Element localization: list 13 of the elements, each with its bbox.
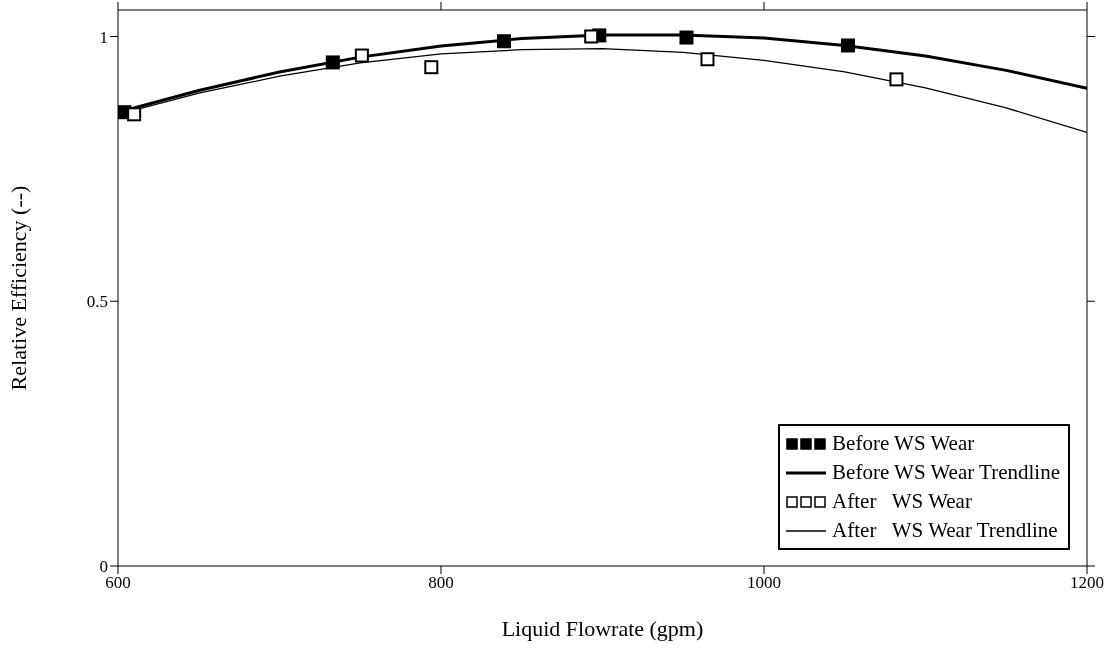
x-tick-label: 1000: [747, 573, 781, 593]
legend-label: After WS Wear Trendline: [832, 517, 1058, 544]
y-axis-title: Relative Efficiency (--): [5, 185, 31, 391]
x-tick-label: 800: [428, 573, 454, 593]
y-tick-label: 0: [99, 557, 108, 577]
legend-label: Before WS Wear: [832, 430, 975, 457]
x-axis-title: Liquid Flowrate (gpm): [501, 616, 704, 641]
y-tick-label: 0.5: [86, 292, 108, 312]
x-tick-label: 1200: [1070, 573, 1104, 593]
legend-label: After WS Wear: [832, 488, 972, 515]
legend-label: Before WS Wear Trendline: [832, 459, 1060, 486]
x-tick-label: 600: [105, 573, 131, 593]
y-tick-label: 1: [99, 27, 108, 47]
